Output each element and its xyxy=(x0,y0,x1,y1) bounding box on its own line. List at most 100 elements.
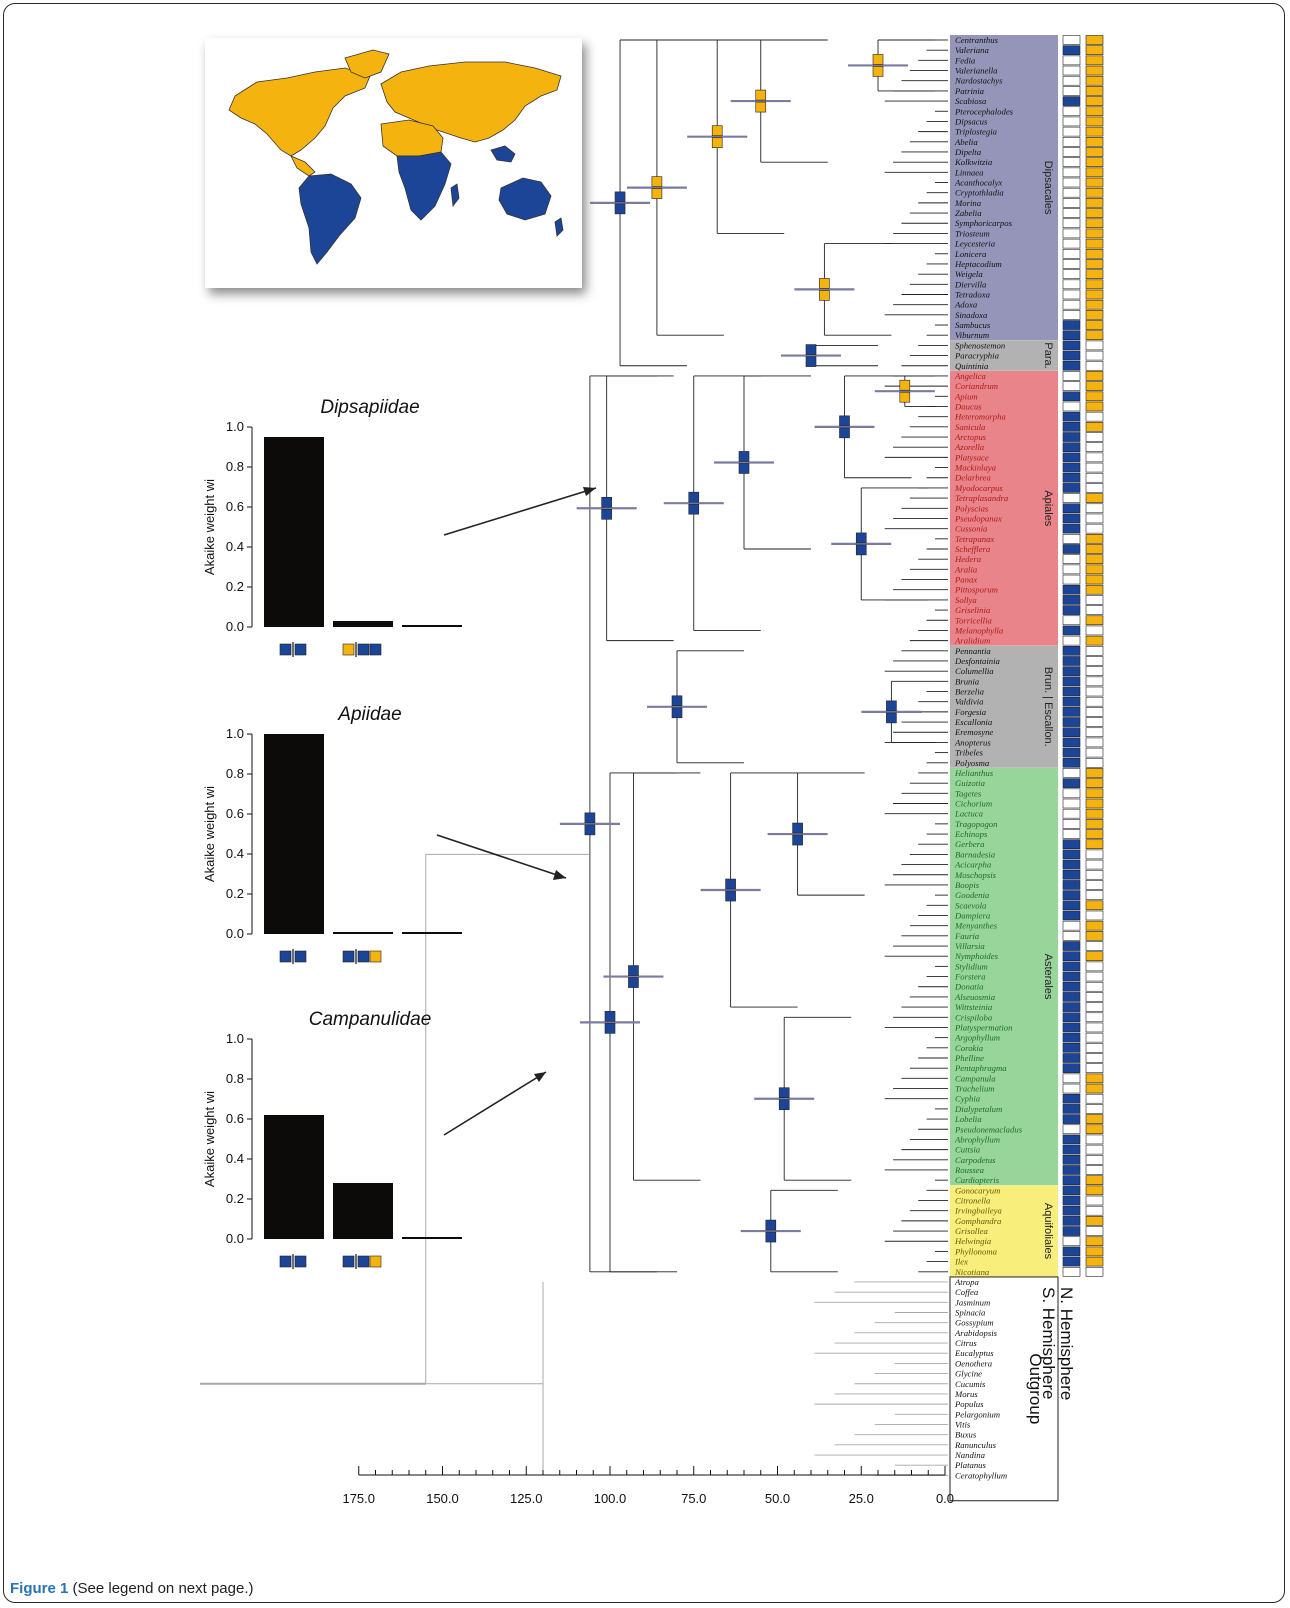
node-state-marker xyxy=(765,1231,777,1243)
node-state-marker xyxy=(688,503,700,515)
north-cell xyxy=(1085,1012,1104,1023)
taxon-label: Melanophylla xyxy=(954,625,1004,635)
model-state-square xyxy=(357,950,370,963)
south-cell xyxy=(1062,768,1081,778)
north-cell xyxy=(1085,768,1104,778)
panel-tick-label: 0.4 xyxy=(226,846,244,861)
australia-region xyxy=(498,177,552,221)
node-state-marker xyxy=(711,125,723,137)
south-cell xyxy=(1062,381,1081,391)
time-tick-label: 0.0 xyxy=(936,1491,954,1506)
south-cell xyxy=(1062,472,1081,483)
south-cell xyxy=(1062,1185,1081,1196)
taxon-label: Valeriana xyxy=(955,45,989,55)
panel-tick-label: 0.8 xyxy=(226,1071,244,1086)
south-cell xyxy=(1062,65,1081,76)
time-axis: 175.0 150.0 125.0 100.0 75.0 50.0 25.0 0.0 xyxy=(342,1466,954,1506)
node-state-marker xyxy=(601,508,612,520)
north-cell xyxy=(1085,259,1104,269)
south-cell xyxy=(1062,778,1081,788)
akaike-panels: Dipsapiidae 0.0 0.2 0.4 0.6 0.8 1.0 Akaike weig… xyxy=(202,397,462,1269)
taxon-label: Sollya xyxy=(955,595,977,605)
north-cell xyxy=(1085,1063,1104,1073)
taxon-label: Pittosporum xyxy=(954,585,998,595)
taxon-label: Ranunculus xyxy=(954,1440,997,1450)
taxon-label: Populus xyxy=(954,1399,984,1409)
north-cell xyxy=(1085,1114,1104,1124)
north-cell xyxy=(1085,45,1104,55)
taxon-label: Triplostegia xyxy=(955,127,998,137)
taxon-label: Linnaea xyxy=(954,167,984,177)
north-cell xyxy=(1085,1236,1104,1247)
node-state-marker xyxy=(792,822,803,834)
south-cell xyxy=(1062,1266,1081,1277)
taxon-label: Nardostachys xyxy=(954,76,1003,86)
taxon-label: Gomphandra xyxy=(955,1216,1002,1226)
taxon-label: Buxus xyxy=(955,1430,977,1440)
node-state-marker xyxy=(614,191,626,203)
south-cell xyxy=(1062,360,1081,371)
south-cell xyxy=(1062,167,1081,178)
taxon-label: Cyphia xyxy=(955,1094,981,1104)
north-cell xyxy=(1085,1053,1104,1063)
taxon-label: Moschopsis xyxy=(954,870,997,880)
taxon-label: Carpodetus xyxy=(955,1155,996,1165)
south-cell xyxy=(1062,1124,1081,1135)
south-cell xyxy=(1062,798,1081,809)
node-state-markers xyxy=(559,54,935,1243)
south-cell xyxy=(1062,595,1081,605)
north-cell xyxy=(1085,198,1104,208)
taxon-label: Cichorium xyxy=(955,799,992,809)
north-cell xyxy=(1085,147,1104,157)
north-hemisphere-label: N. Hemisphere xyxy=(1057,1287,1076,1400)
node-state-marker xyxy=(738,451,750,462)
north-cell xyxy=(1085,1083,1104,1094)
north-cell xyxy=(1085,1205,1104,1216)
arrow-dipsapiidae xyxy=(443,487,597,536)
node-state-marker xyxy=(805,356,817,367)
akaike-bar xyxy=(402,1237,462,1239)
taxon-label: Spinacia xyxy=(955,1308,986,1318)
madagascar-region xyxy=(450,183,460,208)
south-cell xyxy=(1062,676,1081,687)
south-cell xyxy=(1062,228,1081,239)
taxon-label: Trachelium xyxy=(955,1084,995,1094)
node-state-marker xyxy=(651,188,663,199)
south-cell xyxy=(1062,686,1081,697)
north-cell xyxy=(1085,1165,1104,1175)
clade-label: Para. xyxy=(1042,342,1054,368)
north-cell xyxy=(1085,65,1104,76)
model-state-square xyxy=(279,950,292,963)
panel-title: Campanulidae xyxy=(309,1009,432,1030)
taxon-label: Paracryphia xyxy=(954,351,1000,361)
north-cell xyxy=(1085,859,1104,870)
north-cell xyxy=(1085,422,1104,432)
south-cell xyxy=(1062,859,1081,870)
south-cell xyxy=(1062,1032,1081,1043)
north-cell xyxy=(1085,676,1104,687)
node-state-marker xyxy=(738,463,750,474)
taxon-label: Goodenia xyxy=(955,890,990,900)
south-cell xyxy=(1062,1043,1081,1053)
greenland-region xyxy=(344,49,390,79)
taxon-label: Fedia xyxy=(954,55,976,65)
north-cell xyxy=(1085,483,1104,493)
taxon-label: Platyspermation xyxy=(954,1022,1012,1032)
world-map xyxy=(228,49,564,265)
south-cell xyxy=(1062,534,1081,544)
north-cell xyxy=(1085,452,1104,463)
arrow-apiidae xyxy=(436,834,567,879)
taxon-label: Myodocarpus xyxy=(954,483,1003,493)
south-cell xyxy=(1062,371,1081,381)
panel-tick-label: 0.6 xyxy=(226,1111,244,1126)
panel-tick-label: 0.2 xyxy=(226,1191,244,1206)
north-cell xyxy=(1085,248,1104,259)
taxon-label: Cussonia xyxy=(955,524,988,534)
south-cell xyxy=(1062,992,1081,1002)
north-america-region xyxy=(228,67,371,157)
taxon-labels: CentranthusValerianaFediaValerianellaNar… xyxy=(954,35,1023,1480)
south-cell xyxy=(1062,910,1081,921)
south-cell xyxy=(1062,1104,1081,1114)
southern-africa-region xyxy=(396,151,452,221)
